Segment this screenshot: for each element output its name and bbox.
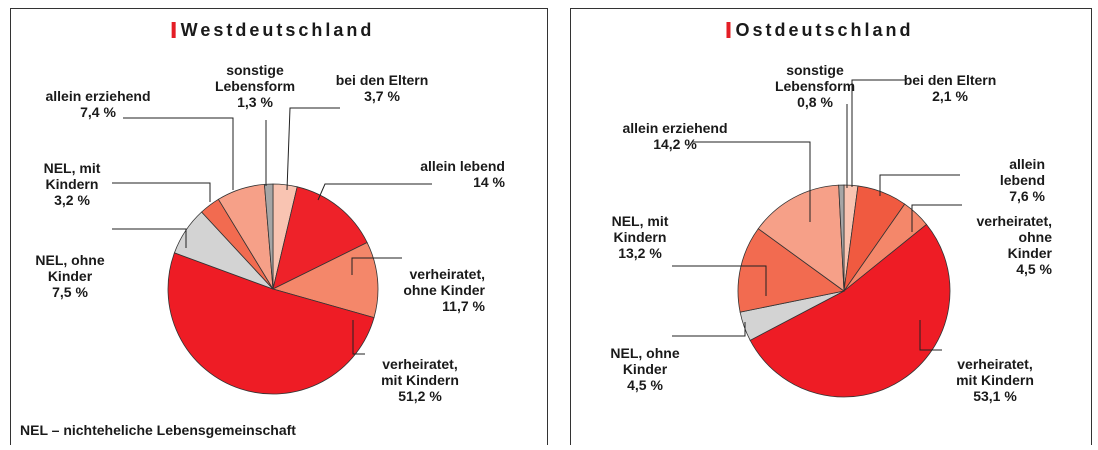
category-label: verheiratet, ohne Kinder [403, 266, 485, 298]
value-label: 3,2 % [54, 192, 90, 208]
slice-label: allein erziehend 7,4 % [45, 88, 150, 120]
slice-label: NEL, ohne Kinder 4,5 % [610, 345, 679, 393]
pie-slice [757, 184, 845, 292]
slice-label: NEL, ohne Kinder 7,5 % [35, 252, 104, 300]
category-label: verheiratet, mit Kindern [381, 356, 459, 388]
pie-slice [167, 252, 375, 395]
slice-label: allein lebend 7,6 % [992, 156, 1045, 204]
slice-label: sonstige Lebensform 0,8 % [775, 62, 855, 110]
slice-label: NEL, mit Kindern 3,2 % [44, 160, 101, 208]
leader-line [112, 182, 211, 202]
value-label: 53,1 % [973, 388, 1017, 404]
pie-slice [749, 223, 951, 398]
value-label: 14,2 % [653, 136, 697, 152]
leader-line [352, 320, 365, 355]
category-label: allein erziehend [622, 120, 728, 136]
value-label: 4,5 % [627, 377, 663, 393]
leader-line [672, 322, 746, 337]
leader-line [317, 183, 432, 201]
value-label: 7,4 % [80, 104, 116, 120]
value-label: 7,6 % [1009, 188, 1045, 204]
leader-line [672, 265, 767, 296]
value-label: 3,7 % [364, 88, 400, 104]
leader-line [286, 107, 340, 191]
value-label: 14 % [473, 174, 505, 190]
pie-slice [838, 184, 845, 292]
leader-line [123, 117, 234, 190]
chart-title: Westdeutschland [172, 20, 375, 41]
leader-line [879, 174, 960, 196]
category-label: allein erziehend [45, 88, 151, 104]
value-label: 11,7 % [442, 298, 485, 314]
category-label: NEL, ohne Kinder [35, 252, 105, 284]
leader-line [911, 204, 962, 232]
panel-east [570, 8, 1092, 445]
value-label: 13,2 % [618, 245, 662, 261]
leader-line [692, 141, 811, 222]
panel-west [10, 8, 548, 445]
slice-label: verheiratet, mit Kindern 51,2 % [381, 356, 459, 404]
slice-label: NEL, mit Kindern 13,2 % [612, 213, 669, 261]
leader-line [112, 228, 187, 248]
footnote: NEL – nichteheliche Lebensgemeinschaft [20, 422, 296, 438]
value-label: 7,5 % [52, 284, 88, 300]
category-label: NEL, mit Kindern [611, 213, 669, 245]
value-label: 0,8 % [797, 94, 833, 110]
slice-label: verheiratet, ohne Kinder 4,5 % [977, 213, 1052, 277]
slice-label: verheiratet, ohne Kinder 11,7 % [403, 266, 485, 314]
leader-line [919, 320, 942, 351]
slice-label: sonstige Lebensform 1,3 % [215, 62, 295, 110]
value-label: 51,2 % [398, 388, 442, 404]
category-label: bei den Eltern [903, 72, 997, 88]
category-label: bei den Eltern [335, 72, 429, 88]
category-label: allein lebend [420, 158, 505, 174]
category-label: sonstige Lebensform [774, 62, 856, 94]
leader-line [851, 79, 905, 187]
value-label: 1,3 % [237, 94, 273, 110]
category-label: sonstige Lebensform [214, 62, 296, 94]
value-label: 4,5 % [1016, 261, 1052, 277]
chart-title: Ostdeutschland [726, 20, 913, 41]
slice-label: allein lebend 14 % [420, 158, 505, 190]
pie-slice [737, 228, 845, 313]
category-label: verheiratet, mit Kindern [956, 356, 1034, 388]
category-label: NEL, mit Kindern [43, 160, 101, 192]
category-label: verheiratet, ohne Kinder [976, 213, 1052, 261]
category-label: NEL, ohne Kinder [610, 345, 680, 377]
slice-label: bei den Eltern 2,1 % [904, 72, 997, 104]
slice-label: bei den Eltern 3,7 % [336, 72, 429, 104]
value-label: 2,1 % [932, 88, 968, 104]
slice-label: allein erziehend 14,2 % [622, 120, 727, 152]
pie-slice [272, 186, 368, 290]
category-label: allein lebend [999, 156, 1045, 188]
pie-slice [264, 183, 274, 290]
leader-line [351, 257, 402, 275]
slice-label: verheiratet, mit Kindern 53,1 % [956, 356, 1034, 404]
